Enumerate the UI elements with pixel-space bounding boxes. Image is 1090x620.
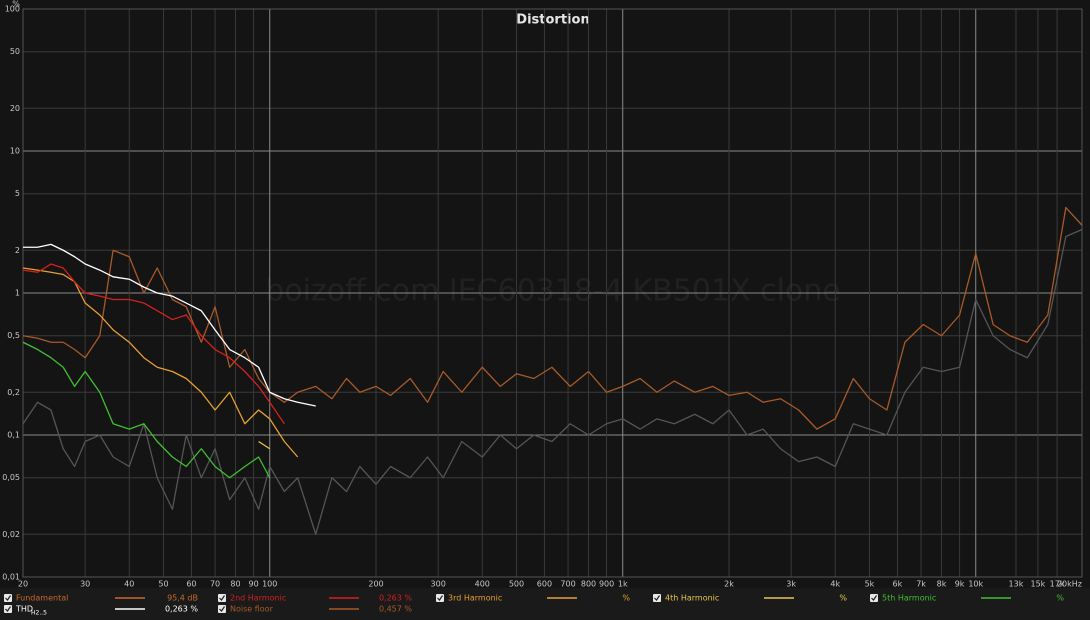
x-tick-label: 20 [18, 580, 28, 589]
legend-reading: % [1056, 594, 1064, 603]
series-line [23, 243, 316, 407]
legend-item: Noise floor 0,457 % [218, 605, 412, 614]
x-tick-label: 6k [893, 580, 903, 589]
legend-item: 3rd Harmonic% [436, 594, 630, 603]
legend-item: 4th Harmonic% [653, 594, 847, 603]
series-line [22, 206, 1083, 430]
y-tick-label: 1 [15, 289, 20, 298]
x-tick-label: 400 [475, 580, 490, 589]
y-tick-label: 100 [5, 5, 20, 14]
legend-reading: 0,263 % [379, 594, 412, 603]
legend-subscript: H2..5 [31, 610, 47, 617]
series-line [22, 263, 285, 425]
x-tick-label: 200 [368, 580, 383, 589]
legend-item: 2nd Harmonic 0,263 % [218, 594, 412, 603]
legend-check [219, 595, 225, 601]
legend-check [5, 606, 11, 612]
y-tick-label: 0,02 [2, 530, 20, 539]
x-tick-label: 5k [865, 580, 875, 589]
x-tick-label: 7k [916, 580, 926, 589]
x-tick-label: 800 [581, 580, 596, 589]
legend-check [5, 595, 11, 601]
x-tick-label: 50 [158, 580, 168, 589]
chart-title: Distortion [516, 13, 589, 28]
x-tick-label: 3k [786, 580, 796, 589]
legend-check [219, 606, 225, 612]
x-tick-label: 600 [537, 580, 552, 589]
x-tick-label: 500 [509, 580, 524, 589]
watermark: boizoff.com IEC60318-4 KB501X clone [265, 274, 841, 309]
legend-checkbox [653, 594, 661, 602]
x-tick-label: 13k [1009, 580, 1024, 589]
x-tick-label: 900 [599, 580, 614, 589]
legend-checkbox [4, 605, 12, 613]
x-tick-label: 60 [186, 580, 196, 589]
legend-item: Fundamental 95,4 dB [4, 594, 198, 603]
legend-check [437, 595, 443, 601]
x-tick-label: 300 [431, 580, 446, 589]
y-tick-label: 2 [15, 246, 20, 255]
legend-reading: 0,263 % [165, 605, 198, 614]
legend-item: 5th Harmonic% [870, 594, 1064, 603]
legend-name: Fundamental [16, 594, 68, 603]
legend-check [871, 595, 877, 601]
x-tick-label: 17k [1050, 580, 1065, 589]
x-tick-label: 700 [560, 580, 575, 589]
x-tick-label: 100 [262, 580, 277, 589]
y-tick-label: 0,1 [7, 431, 20, 440]
series-line [22, 228, 1083, 535]
x-tick-label: 10k [968, 580, 983, 589]
legend-checkbox [870, 594, 878, 602]
x-tick-label: 2k [724, 580, 734, 589]
series-line [22, 341, 271, 479]
legend-reading: 0,457 % [379, 605, 412, 614]
legend-check [654, 595, 660, 601]
x-tick-label: 40 [124, 580, 134, 589]
x-tick-label: 1k [618, 580, 628, 589]
series-line [258, 440, 271, 450]
x-tick-label: 8k [937, 580, 947, 589]
legend-name: 4th Harmonic [665, 594, 719, 603]
legend-reading: % [839, 594, 847, 603]
legend-name: THD [15, 605, 33, 614]
legend-checkbox [4, 594, 12, 602]
y-tick-label: 0,01 [2, 573, 20, 582]
x-tick-label: 9k [955, 580, 965, 589]
y-tick-label: 5 [15, 189, 20, 198]
legend-name: Noise floor [230, 605, 274, 614]
plot-frame [22, 8, 1083, 578]
x-tick-label: 20kHz [1057, 580, 1082, 589]
y-tick-label: 0,2 [7, 388, 20, 397]
y-tick-label: 0,5 [7, 331, 20, 340]
legend-checkbox [436, 594, 444, 602]
legend-checkbox [218, 594, 226, 602]
legend-panel [0, 588, 1090, 620]
legend-name: 5th Harmonic [882, 594, 936, 603]
x-tick-label: 80 [230, 580, 240, 589]
legend-reading: % [622, 594, 630, 603]
y-tick-label: 0,05 [2, 473, 20, 482]
y-tick-label: 50 [10, 47, 20, 56]
legend-name: 3rd Harmonic [448, 594, 502, 603]
x-tick-label: 4k [830, 580, 840, 589]
y-tick-label: 10 [10, 147, 20, 156]
x-tick-label: 70 [210, 580, 220, 589]
legend-name: 2nd Harmonic [230, 594, 286, 603]
legend-checkbox [218, 605, 226, 613]
legend-reading: 95,4 dB [167, 594, 198, 603]
y-tick-label: 20 [10, 104, 20, 113]
x-tick-label: 30 [80, 580, 90, 589]
x-tick-label: 15k [1030, 580, 1045, 589]
series-line [22, 267, 299, 458]
x-tick-label: 90 [248, 580, 258, 589]
y-unit: % [12, 0, 20, 9]
